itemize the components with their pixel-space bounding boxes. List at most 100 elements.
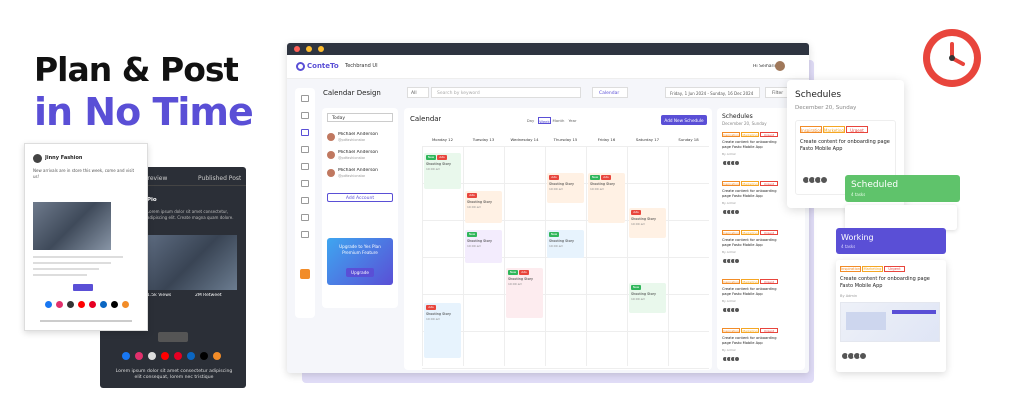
event-time: 10:00 am [467,205,482,209]
workspace[interactable]: Techbrand UI [345,63,378,69]
social-icon[interactable] [122,352,130,360]
post-image [33,202,111,250]
nav-icon[interactable] [301,180,309,187]
view-tab[interactable]: Year [568,118,577,123]
social-icon[interactable] [56,301,63,308]
add-account[interactable]: Add Account [327,193,393,202]
tag: Marketing [862,266,883,272]
event-title: Shooting Story [549,239,575,243]
social-icon[interactable] [122,301,129,308]
event[interactable]: Ads Shooting Story 10:00 am [547,173,584,203]
tag: Inspirations [722,279,740,284]
scheduled-header: Scheduled 4 tasks [845,175,960,202]
event[interactable]: New Shooting Story 10:00 am [629,283,666,313]
social-icon[interactable] [67,301,74,308]
tag: Marketing [741,181,759,186]
view-tab[interactable]: Day [526,118,535,123]
top-bar [287,55,809,79]
view-button[interactable]: Calendar [592,87,628,98]
post-card: Jinny Fashion New arrivals are in store t… [24,143,148,331]
window-dot[interactable] [306,46,312,52]
event-time: 10:00 am [508,282,523,286]
view-tab[interactable]: Week [538,117,551,124]
social-icon[interactable] [213,352,221,360]
nav-icon-active[interactable] [300,269,310,279]
event[interactable]: New Shooting Story 10:00 am [465,230,502,263]
view-tab[interactable]: Month [552,118,565,123]
filter-all[interactable]: All [407,87,429,98]
account-handle: @pdfashionstar [338,138,366,142]
card-title: Create content for onboarding page Fasto… [840,276,930,289]
nav-icon[interactable] [301,146,309,153]
social-icon[interactable] [161,352,169,360]
date-range[interactable]: Friday, 1 Jun 2024 - Sunday, 16 Dec 2024 [665,87,760,98]
event[interactable]: Ads Shooting Story 10:00 am [629,208,666,238]
author: Pio [147,197,157,203]
social-icon[interactable] [174,352,182,360]
event-tag: Ads [549,175,559,180]
nav-icon[interactable] [301,214,309,221]
account-name[interactable]: Michael Anderson [338,168,379,173]
upgrade-button[interactable]: Upgrade [346,268,374,277]
nav-icon[interactable] [301,112,309,119]
social-icon[interactable] [89,301,96,308]
event[interactable]: Ads Shooting Story 10:00 am [465,191,502,223]
search[interactable]: Search by keyword [431,87,581,98]
count: 4 tasks [851,192,866,197]
avatar [820,176,828,184]
event[interactable]: New Ads Shooting Story 10:00 am [424,153,461,189]
social-icon[interactable] [100,301,107,308]
page-title: Calendar Design [323,89,381,97]
social-icon[interactable] [148,352,156,360]
schedule-title: Create content for onboarding page Fasto… [722,189,777,198]
nav-icon[interactable] [301,231,309,238]
social-icon[interactable] [111,301,118,308]
device-toggle[interactable] [158,332,188,342]
social-icon[interactable] [45,301,52,308]
social-icon[interactable] [187,352,195,360]
schedule-title: Create content for onboarding page Fasto… [722,140,777,149]
tab: Published Post [198,175,242,182]
event[interactable]: New Shooting Story 10:00 am [547,230,584,258]
event[interactable]: New Ads Shooting Story 10:00 am [588,173,625,223]
schedule-title: Create content for onboarding page Fasto… [722,287,777,296]
event-time: 10:00 am [590,187,605,191]
nav-icon[interactable] [301,163,309,170]
day-header: Thursday 15 [553,137,578,142]
grid-row [422,368,709,369]
calendar-title: Calendar [410,115,442,123]
nav-icon[interactable] [301,197,309,204]
social-icon[interactable] [200,352,208,360]
event-title: Shooting Story [631,292,657,296]
stat: 1.5k Views [147,293,172,298]
text-bar [33,256,123,258]
event-tag: Ads [631,210,641,215]
tag: Urgent [760,328,778,333]
account-name[interactable]: Michael Anderson [338,150,379,155]
event[interactable]: Ads Shooting Story 10:00 am [424,303,461,358]
window-dot[interactable] [294,46,300,52]
nav-icon[interactable] [301,95,309,102]
schedules-title: Schedules [722,113,753,120]
tag: Inspirations [840,266,861,272]
add-schedule[interactable]: Add New Schedule [661,115,707,125]
account-handle: @pdfashionstar [338,156,366,160]
schedule-title: Create content for onboarding page Fasto… [722,238,777,247]
tag: Marketing [823,126,845,133]
account-name[interactable]: Michael Anderson [338,132,379,137]
window-dot[interactable] [318,46,324,52]
post-button[interactable] [73,284,93,291]
nav-icon[interactable] [301,129,309,136]
social-icon[interactable] [135,352,143,360]
avatar [734,356,740,362]
tag: Urgent [760,132,778,137]
account-avatar [327,169,335,177]
logo-mark [296,62,305,71]
text-bar [33,274,87,276]
dropdown[interactable]: Today [327,113,393,122]
kanban-card-bg [845,205,957,230]
title: Schedules [795,90,842,100]
social-icon[interactable] [78,301,85,308]
event[interactable]: New Ads Shooting Story 10:00 am [506,268,543,318]
grid-row [422,146,709,147]
